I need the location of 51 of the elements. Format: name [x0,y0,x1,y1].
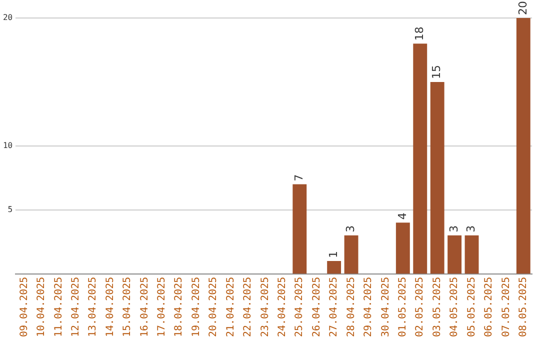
x-tick-label: 10.04.2025 [36,276,48,338]
x-tick-label: 09.04.2025 [18,276,30,338]
bar [448,235,462,274]
bar [430,82,444,274]
bar [413,44,428,274]
x-tick-label: 14.04.2025 [104,276,116,338]
y-tick-label: 5 [8,204,13,214]
x-tick-label: 03.05.2025 [432,276,443,338]
x-tick-label: 23.04.2025 [260,276,271,338]
x-tick-label: 27.04.2025 [328,276,340,338]
data-label: 3 [464,225,478,232]
data-label: 3 [344,225,358,232]
x-tick-label: 29.04.2025 [363,276,374,338]
x-tick-label: 08.05.2025 [518,276,529,338]
data-label: 4 [396,212,409,220]
x-tick-label: 21.04.2025 [225,276,236,338]
x-tick-label: 16.04.2025 [139,276,150,338]
data-label: 18 [412,26,426,41]
bar [292,184,307,274]
x-tick-label: 05.05.2025 [466,276,478,338]
x-tick-label: 12.04.2025 [70,276,82,338]
x-tick-label: 19.04.2025 [190,276,202,338]
data-label: 7 [292,174,306,182]
x-tick-label: 30.04.2025 [380,276,392,338]
x-tick-label: 11.04.2025 [53,276,64,338]
x-tick-label: 07.05.2025 [500,276,512,338]
bar [464,235,479,274]
bar [396,222,410,274]
data-label: 1 [326,251,340,258]
bar [516,18,530,274]
bar [344,235,358,274]
x-tick-label: 13.04.2025 [88,276,99,338]
x-tick-label: 20.04.2025 [208,276,220,338]
data-label: 20 [516,1,530,15]
x-tick-label: 22.04.2025 [242,276,254,338]
y-tick-label: 10 [2,140,13,150]
x-tick-label: 18.04.2025 [174,276,185,338]
x-tick-label: 25.04.2025 [294,276,306,338]
bar [327,261,342,274]
x-tick-label: 26.04.2025 [311,276,322,338]
x-tick-label: 28.04.2025 [346,276,357,338]
x-tick-label: 15.04.2025 [122,276,134,338]
x-tick-label: 04.05.2025 [449,276,460,338]
x-tick-label: 06.05.2025 [484,276,495,338]
x-tick-label: 01.05.2025 [398,276,408,338]
x-tick-label: 24.04.2025 [277,276,288,338]
x-tick-label: 02.05.2025 [414,276,426,338]
data-label: 3 [447,225,460,232]
data-label: 15 [430,64,444,79]
x-tick-label: 17.04.2025 [156,276,168,338]
y-tick-label: 20 [2,13,13,22]
